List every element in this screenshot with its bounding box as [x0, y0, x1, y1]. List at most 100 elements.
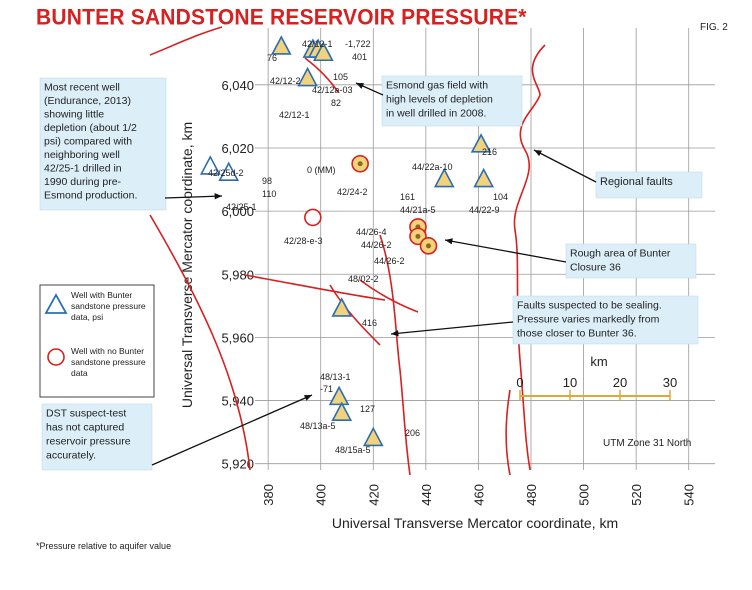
- well-label: 105: [333, 72, 348, 82]
- well-triangle-marker: [473, 167, 495, 188]
- well-label: 42/25-1: [226, 202, 257, 212]
- annotation-endurance-line: (Endurance, 2013): [44, 95, 131, 107]
- well-label: 98: [262, 176, 272, 186]
- x-tick-label: 400: [314, 484, 329, 506]
- well-triangle-marker: [218, 161, 240, 182]
- scale-bar-label: 10: [563, 375, 577, 390]
- scale-bar-label: 30: [663, 375, 677, 390]
- well-triangle-marker: [470, 133, 492, 153]
- annotation-bunter-closure-line: Rough area of Bunter: [570, 248, 671, 260]
- well-label: 44/26-2: [374, 256, 405, 266]
- annotation-esmond-line: high levels of depletion: [386, 94, 493, 106]
- legend-triangle-icon: [44, 293, 68, 314]
- well-label: 416: [362, 318, 377, 328]
- figure-number: FIG. 2: [700, 22, 728, 33]
- fault-line: [329, 284, 381, 346]
- annotation-arrow: [151, 394, 313, 466]
- annotation-arrow: [533, 149, 597, 183]
- x-tick-label: 420: [366, 484, 381, 506]
- well-label: 48/13a-5: [300, 421, 336, 431]
- annotation-arrowhead: [356, 83, 364, 89]
- x-tick-label: 500: [577, 484, 592, 506]
- y-tick-label: 5,960: [221, 330, 254, 345]
- well-triangle-marker: [331, 297, 353, 317]
- well-triangle-marker: [331, 401, 353, 421]
- annotation-arrowhead: [445, 238, 453, 245]
- y-tick-label: 6,000: [221, 204, 254, 219]
- annotation-esmond-line: Esmond gas field with: [386, 80, 488, 92]
- annotation-bunter-closure-line: Closure 36: [570, 262, 621, 274]
- figure-title: BUNTER SANDSTONE RESERVOIR PRESSURE*: [36, 5, 527, 30]
- annotation-arrow: [390, 321, 514, 335]
- annotation-endurance-line: 1990 during pre-: [44, 176, 122, 188]
- well-circle-center: [425, 243, 431, 249]
- well-label: 42/12-2: [270, 76, 301, 86]
- well-label: 42/12-1: [279, 110, 310, 120]
- footnote: *Pressure relative to aquifer value: [36, 541, 172, 551]
- annotation-arrowhead: [214, 193, 222, 200]
- annotation-arrow: [164, 195, 223, 199]
- well-label: 82: [331, 98, 341, 108]
- well-circle-center: [415, 233, 421, 239]
- y-tick-label: 5,940: [221, 394, 254, 409]
- well-label: 48/15a-5: [335, 445, 371, 455]
- x-tick-label: 480: [524, 484, 539, 506]
- well-label: 44/26-2: [361, 240, 392, 250]
- scale-bar-label: 20: [613, 375, 627, 390]
- well-label: 127: [360, 404, 375, 414]
- x-tick-label: 380: [261, 484, 276, 506]
- well-triangle-marker: [362, 426, 384, 447]
- annotation-dst-line: reservoir pressure: [46, 436, 131, 448]
- well-label: 44/26-4: [356, 227, 387, 237]
- annotation-endurance-box: [39, 77, 167, 211]
- y-tick-label: 5,920: [221, 457, 254, 472]
- annotation-arrowhead: [304, 395, 312, 401]
- well-circle-center: [357, 161, 363, 167]
- annotation-endurance-line: neighboring well: [44, 149, 120, 161]
- well-label: 42/25d-2: [208, 168, 244, 178]
- annotation-arrowhead: [534, 150, 542, 157]
- well-triangle-marker: [270, 35, 292, 55]
- scale-bar-label: 0: [516, 375, 523, 390]
- annotation-dst-line: accurately.: [46, 450, 96, 462]
- fault-line: [379, 234, 411, 476]
- annotation-esmond-box: [381, 75, 523, 127]
- legend-circle-icon: [47, 348, 65, 366]
- annotation-sealing-faults-box: [512, 295, 699, 345]
- x-tick-label: 440: [419, 484, 434, 506]
- well-label: 110: [262, 189, 276, 199]
- y-tick-label: 6,020: [221, 141, 254, 156]
- well-label: 48/02-2: [348, 274, 379, 284]
- well-label: 216: [482, 147, 497, 157]
- well-circle-marker: [304, 208, 322, 227]
- x-tick-label: 520: [629, 484, 644, 506]
- fault-line: [505, 389, 511, 476]
- annotation-sealing-faults-line: those closer to Bunter 36.: [517, 328, 637, 340]
- well-label: -1,722: [345, 39, 371, 49]
- well-triangle-marker: [199, 155, 221, 175]
- annotation-endurance-line: Esmond production.: [44, 190, 137, 202]
- well-label: -71: [320, 384, 333, 394]
- well-label: 206: [405, 428, 420, 438]
- well-triangle-marker: [297, 66, 318, 87]
- legend-circle-label: data: [71, 368, 88, 378]
- y-tick-label: 6,040: [221, 78, 254, 93]
- scale-bar-unit: km: [590, 354, 607, 369]
- fault-line: [149, 214, 251, 471]
- well-label: 44/21a-5: [400, 205, 436, 215]
- legend-box: [39, 284, 155, 398]
- x-axis-label: Universal Transverse Mercator coordinate…: [332, 515, 618, 531]
- zone-label: UTM Zone 31 North: [603, 438, 691, 449]
- legend-triangle-label: data, psi: [71, 312, 103, 322]
- annotation-dst-box: [41, 403, 153, 471]
- annotation-endurance-line: psi) compared with: [44, 136, 132, 148]
- x-tick-label: 540: [682, 484, 697, 506]
- annotation-endurance-line: showing little: [44, 109, 104, 121]
- annotation-endurance-line: Most recent well: [44, 82, 120, 94]
- legend-circle-label: Well with no Bunter: [71, 346, 144, 356]
- well-label: 42/12a-03: [312, 85, 353, 95]
- annotation-esmond-line: in well drilled in 2008.: [386, 108, 486, 120]
- well-label: 44/22-9: [469, 205, 500, 215]
- annotation-bunter-closure-box: [565, 243, 697, 279]
